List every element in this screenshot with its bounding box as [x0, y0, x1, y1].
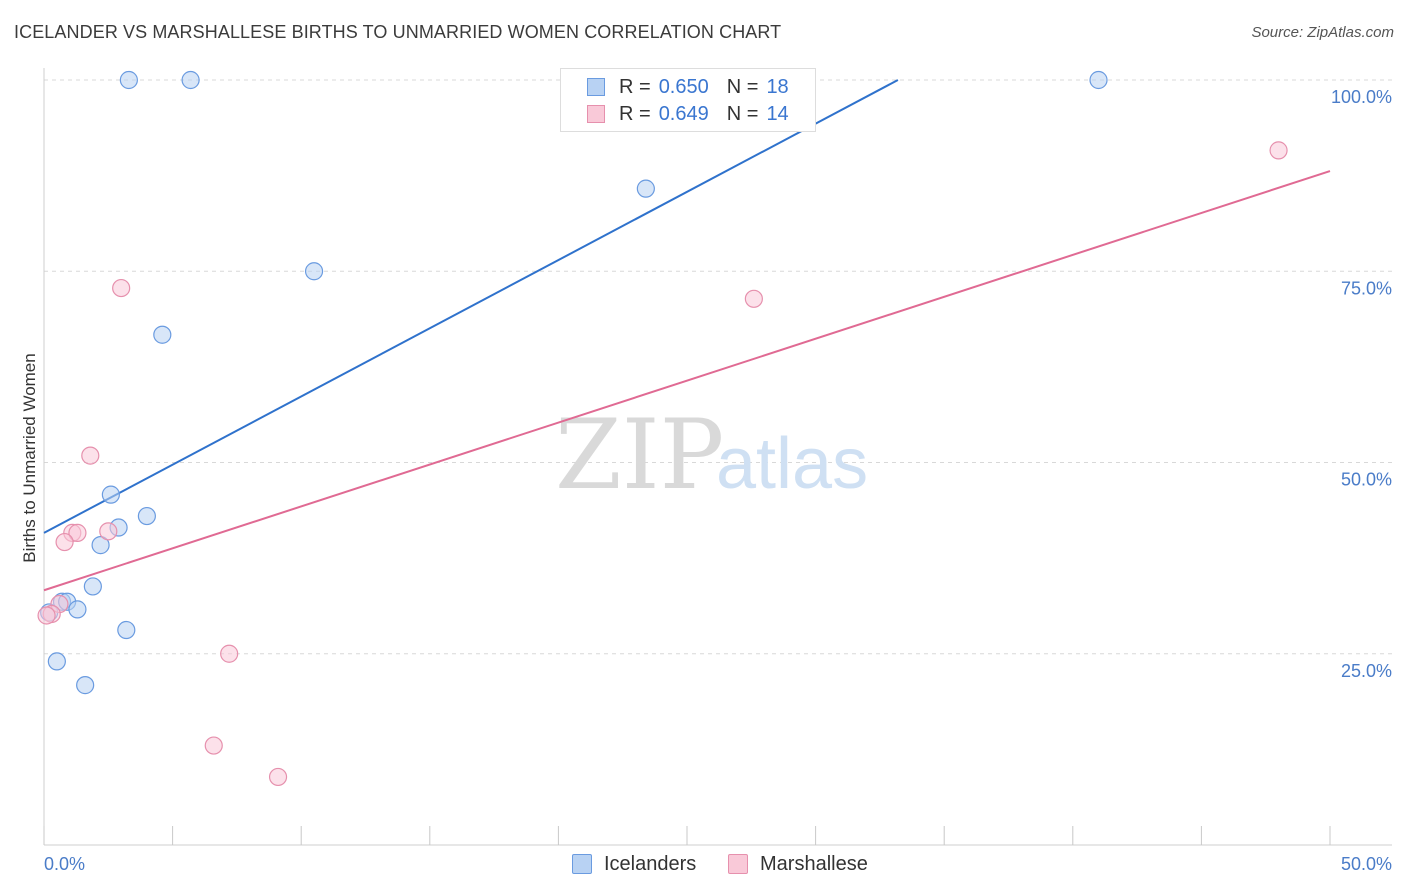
y-tick-label: 75.0%	[1341, 278, 1392, 298]
legend-n-label: N =	[726, 75, 759, 98]
point-marshallese	[220, 644, 239, 663]
point-icelanders	[181, 70, 200, 90]
grid-layer	[44, 79, 1392, 655]
bottom-legend-label-icelanders: Icelanders	[604, 852, 697, 875]
point-icelanders	[47, 652, 66, 671]
point-icelanders	[101, 485, 120, 504]
point-icelanders	[83, 577, 102, 596]
legend-n-value: 14	[766, 102, 789, 125]
point-icelanders	[117, 620, 136, 640]
point-marshallese	[68, 523, 87, 542]
legend-swatch-icelanders	[587, 78, 605, 96]
bottom-legend-label-marshallese: Marshallese	[760, 852, 868, 875]
watermark-atlas: atlas	[716, 424, 868, 504]
point-icelanders	[137, 506, 156, 526]
x-tick-label-right: 50.0%	[1341, 854, 1392, 874]
point-marshallese	[268, 767, 288, 787]
bottom-legend-marshallese: Marshallese	[728, 852, 868, 876]
point-icelanders	[68, 600, 87, 619]
point-icelanders	[636, 179, 655, 198]
legend-r-label: R =	[619, 102, 651, 125]
x-tick-label-left: 0.0%	[44, 854, 85, 874]
bottom-legend-swatch-icelanders	[572, 854, 592, 874]
axis-layer	[43, 68, 1392, 846]
trend-layer	[43, 79, 1331, 592]
y-tick-label: 50.0%	[1341, 470, 1392, 490]
point-icelanders	[304, 262, 324, 281]
watermark-zip: ZIP	[555, 399, 724, 511]
bottom-legend-swatch-marshallese	[728, 854, 748, 874]
trend-line-marshallese	[43, 170, 1331, 592]
trend-line-icelanders	[43, 79, 899, 534]
point-marshallese	[81, 446, 100, 465]
point-layer	[37, 70, 1288, 787]
legend-row-marshallese: R = 0.649 N = 14	[587, 102, 789, 126]
bottom-legend-icelanders: Icelanders	[572, 852, 696, 876]
point-marshallese	[112, 278, 131, 298]
chart-title: ICELANDER VS MARSHALLESE BIRTHS TO UNMAR…	[14, 22, 782, 42]
legend-r-value: 0.650	[658, 75, 709, 98]
point-icelanders	[1089, 70, 1108, 90]
tick-layer: 100.0% 75.0% 50.0% 25.0% 0.0% 50.0%	[43, 87, 1392, 874]
point-marshallese	[744, 289, 763, 308]
y-tick-label: 100.0%	[1331, 87, 1392, 107]
point-marshallese	[204, 736, 223, 755]
legend-n-label: N =	[726, 102, 759, 125]
legend-r-value: 0.649	[658, 102, 709, 125]
point-marshallese	[37, 606, 56, 625]
legend-r-label: R =	[619, 75, 651, 98]
watermark: ZIP atlas	[555, 399, 868, 511]
point-marshallese	[55, 532, 74, 552]
point-icelanders	[76, 676, 95, 695]
source-label: Source: ZipAtlas.com	[1251, 24, 1394, 41]
point-marshallese	[1269, 141, 1288, 160]
legend-n-value: 18	[766, 75, 789, 98]
legend-row-icelanders: R = 0.650 N = 18	[587, 75, 789, 99]
point-icelanders	[119, 70, 138, 90]
point-icelanders	[153, 325, 172, 344]
legend-swatch-marshallese	[587, 105, 605, 123]
y-tick-label: 25.0%	[1341, 661, 1392, 681]
y-axis-label: Births to Unmarried Women	[20, 353, 39, 562]
stats-legend: R = 0.650 N = 18 R = 0.649 N = 14	[560, 68, 816, 132]
point-icelanders	[91, 536, 110, 555]
point-marshallese	[99, 522, 118, 541]
